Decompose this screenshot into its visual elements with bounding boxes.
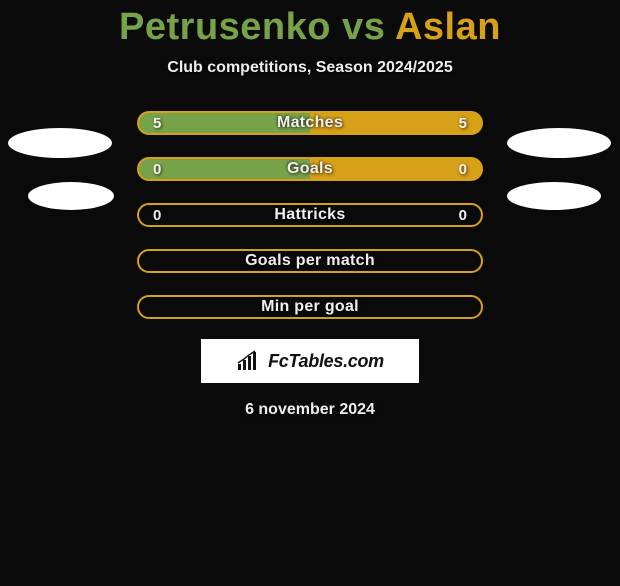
stat-row: Min per goal [0,295,620,319]
stat-label: Min per goal [139,297,481,317]
stat-bar: Goals per match [137,249,483,273]
stat-bar: 55Matches [137,111,483,135]
comparison-title: Petrusenko vs Aslan [0,6,620,49]
stat-bar: Min per goal [137,295,483,319]
stat-bar: 00Goals [137,157,483,181]
player-left-name: Petrusenko [119,6,331,48]
stat-row: 00Goals [0,157,620,181]
subtitle: Club competitions, Season 2024/2025 [0,59,620,77]
logo-text: FcTables.com [268,351,384,372]
stat-row: Goals per match [0,249,620,273]
stat-bar: 00Hattricks [137,203,483,227]
oval-shape [8,128,112,158]
oval-shape [507,182,601,210]
chart-icon [236,350,262,372]
oval-shape [28,182,114,210]
stat-label: Matches [139,113,481,133]
date-text: 6 november 2024 [0,401,620,419]
attribution-logo: FcTables.com [201,339,419,383]
stat-label: Goals per match [139,251,481,271]
vs-separator: vs [331,6,395,48]
stat-label: Hattricks [139,205,481,225]
oval-shape [507,128,611,158]
player-right-name: Aslan [395,6,501,48]
stat-label: Goals [139,159,481,179]
